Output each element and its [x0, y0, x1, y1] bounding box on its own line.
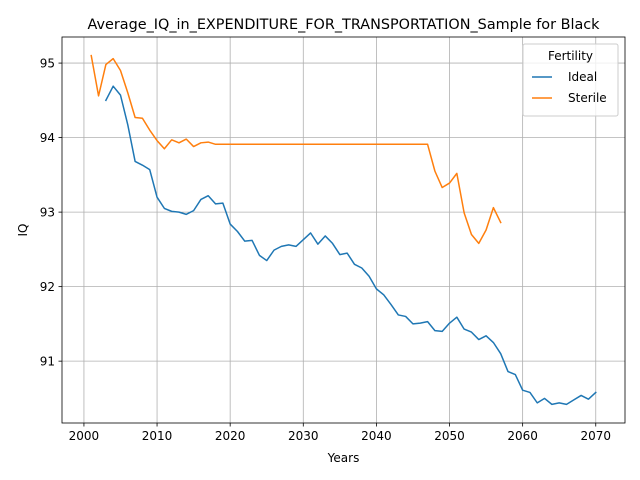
x-tick-label: 2060: [507, 429, 538, 443]
x-tick-label: 2040: [361, 429, 392, 443]
x-tick-label: 2050: [434, 429, 465, 443]
tick-layer: 2000 2010 2020 2030 2040 2050 2060 2070 91 92 93 94…: [40, 57, 611, 443]
legend-title: Fertility: [548, 49, 593, 63]
y-tick-label: 95: [40, 57, 55, 71]
x-axis-label: Years: [327, 451, 360, 465]
x-tick-label: 2010: [142, 429, 173, 443]
x-tick-label: 2020: [215, 429, 246, 443]
y-tick-label: 92: [40, 280, 55, 294]
y-tick-label: 94: [40, 131, 55, 145]
series-line-ideal: [104, 85, 597, 406]
x-tick-label: 2030: [288, 429, 319, 443]
y-tick-label: 93: [40, 206, 55, 220]
series-layer: [90, 54, 597, 406]
legend-label-ideal: Ideal: [568, 70, 597, 84]
legend-label-sterile: Sterile: [568, 91, 607, 105]
chart-title: Average_IQ_in_EXPENDITURE_FOR_TRANSPORTA…: [87, 17, 600, 33]
series-line-sterile: [90, 54, 502, 245]
x-tick-label: 2070: [580, 429, 611, 443]
legend: Fertility Ideal Sterile: [522, 43, 619, 117]
plot-frame: [61, 36, 626, 424]
y-axis-label: IQ: [16, 224, 30, 237]
y-tick-label: 91: [40, 355, 55, 369]
x-tick-label: 2000: [69, 429, 100, 443]
